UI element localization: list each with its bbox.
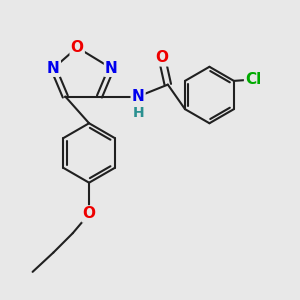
Text: N: N [132,89,145,104]
Text: H: H [133,106,145,120]
Text: Cl: Cl [245,72,261,87]
Text: O: O [71,40,84,55]
Text: N: N [105,61,118,76]
Text: O: O [82,206,96,221]
Text: O: O [155,50,168,65]
Text: N: N [47,61,60,76]
